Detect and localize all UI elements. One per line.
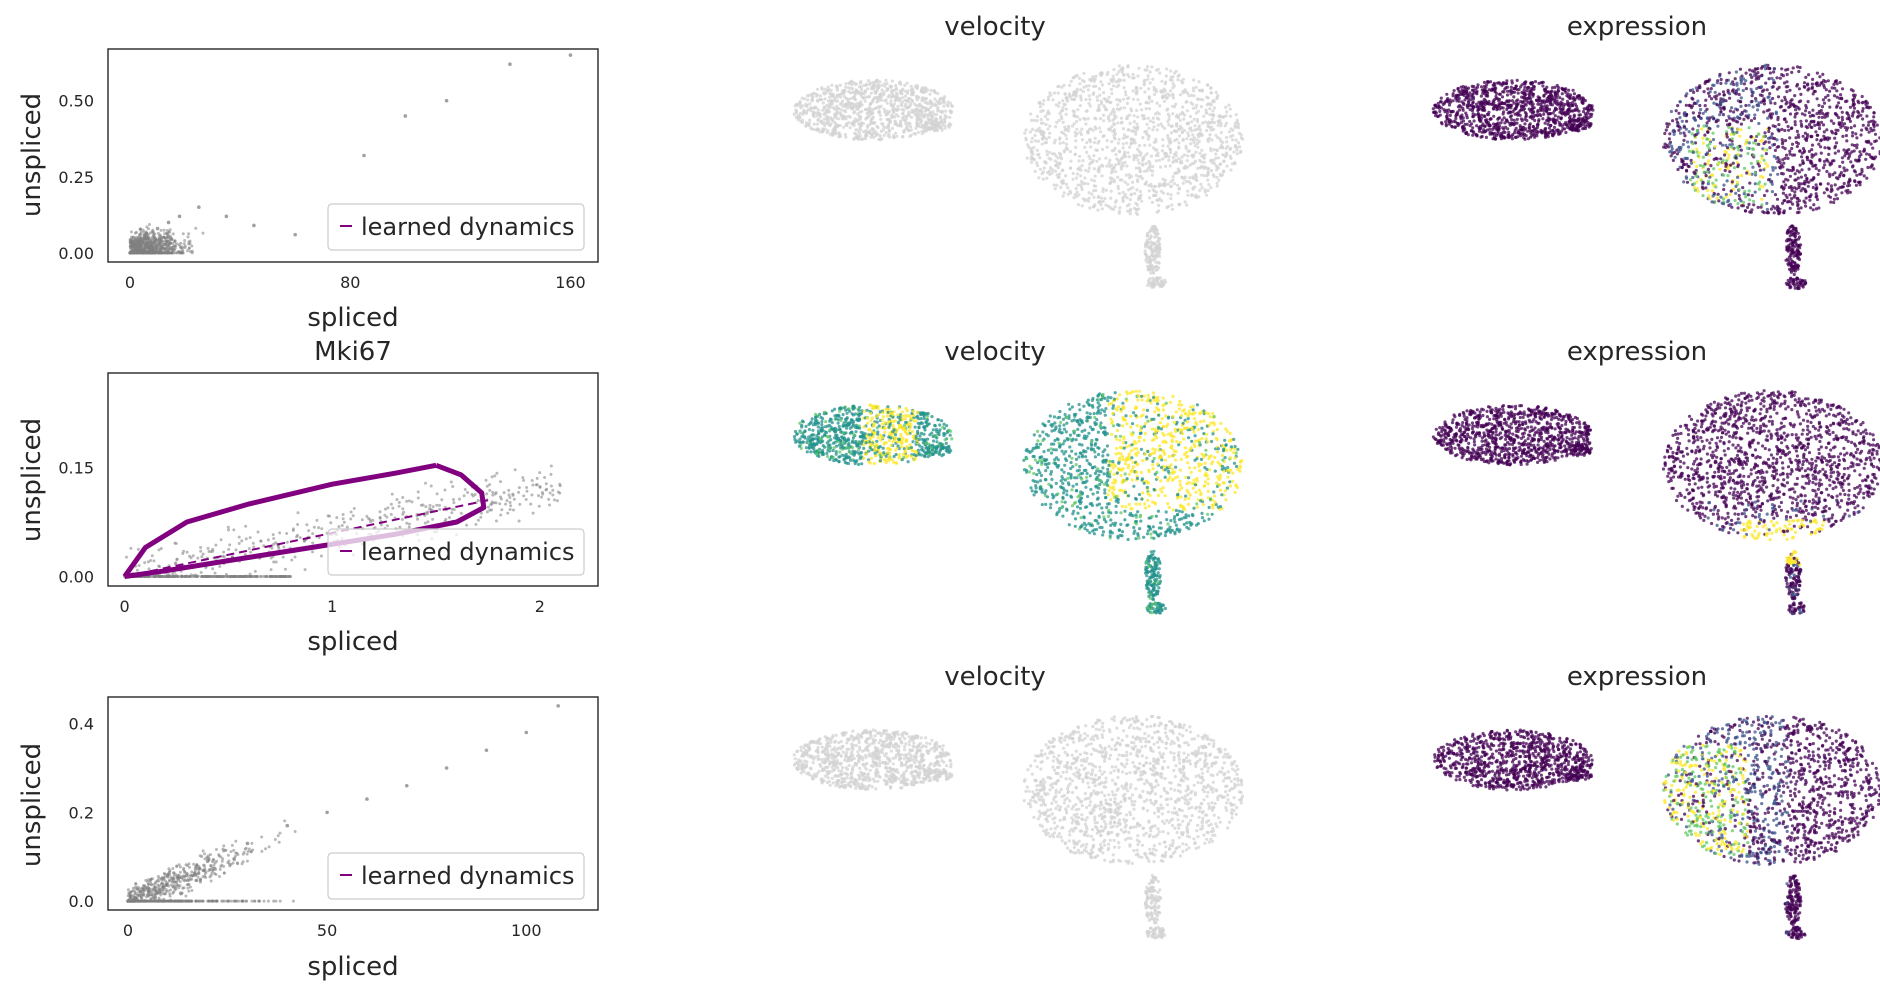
- x-tick-label: 0: [123, 921, 133, 940]
- y-axis-label: unspliced: [17, 743, 47, 867]
- scatter-point: [404, 783, 409, 788]
- scatter-point: [293, 232, 297, 237]
- tick-labels: 0 50 100 0.0 0.2 0.4: [69, 715, 542, 940]
- scatter-point: [205, 859, 210, 863]
- phase-portrait-3: 0 50 100 0.0 0.2 0.4 spliced unspliced learne…: [17, 696, 599, 982]
- scatter-point: [252, 223, 256, 228]
- scatter-points: [126, 819, 297, 903]
- x-axis-label: spliced: [307, 952, 398, 982]
- legend: learned dynamics: [327, 203, 585, 251]
- scatter-point: [362, 153, 366, 158]
- x-tick-label: 50: [317, 921, 337, 940]
- data-marks: [126, 704, 560, 903]
- embedding-title: expression: [1567, 12, 1707, 42]
- y-tick-label: 0.50: [58, 92, 94, 111]
- scatter-point: [166, 220, 171, 225]
- scatter-point: [136, 244, 141, 249]
- y-tick-label: 0.00: [58, 568, 94, 587]
- scatter-point: [444, 98, 449, 103]
- dynamics-curve-upper: [122, 462, 437, 578]
- x-tick-label: 160: [555, 273, 586, 292]
- y-tick-label: 0.25: [58, 168, 94, 187]
- velocity-embedding-row2: velocity: [792, 337, 1244, 615]
- embedding-title: velocity: [944, 12, 1046, 42]
- legend-label: learned dynamics: [361, 538, 575, 566]
- data-marks: [128, 53, 573, 255]
- embedding-title: expression: [1567, 662, 1707, 692]
- x-tick-label: 80: [340, 273, 360, 292]
- scatter-point: [146, 886, 150, 890]
- phase-portrait-2: Mki67 0 1 2 0.00 0.15 spliced unspliced lear…: [17, 337, 599, 657]
- x-axis-label: spliced: [307, 627, 398, 657]
- data-marks: [122, 462, 489, 579]
- legend: learned dynamics: [327, 852, 585, 900]
- embedding-title: expression: [1567, 337, 1707, 367]
- expression-embedding-row3: expression: [1433, 662, 1880, 941]
- scatter-point: [365, 797, 369, 801]
- scatter-point: [444, 766, 449, 770]
- scatter-point: [508, 62, 512, 67]
- scatter-points: [128, 222, 205, 255]
- x-tick-label: 100: [511, 921, 542, 940]
- tick-labels: 0 1 2 0.00 0.15: [58, 459, 545, 616]
- y-axis-label: unspliced: [17, 93, 47, 217]
- tick-labels: 0 80 160 0.00 0.25 0.50: [58, 92, 585, 292]
- scatter-point: [285, 823, 290, 828]
- embedding-title: velocity: [944, 662, 1046, 692]
- y-tick-label: 0.2: [69, 803, 94, 822]
- dynamics-curve-return: [124, 462, 487, 579]
- y-tick-label: 0.4: [69, 715, 94, 734]
- phase-portrait-1: 0 80 160 0.00 0.25 0.50 spliced unspliced lea…: [17, 48, 599, 333]
- velocity-embedding-row1: velocity: [792, 12, 1245, 289]
- scatter-point: [224, 214, 229, 219]
- scatter-point: [128, 251, 132, 255]
- scatter-point: [165, 872, 170, 877]
- steady-state-line: [124, 499, 489, 578]
- chart-title: Mki67: [314, 337, 392, 367]
- velocity-embedding-row3: velocity: [792, 662, 1245, 940]
- expression-embedding-row2: expression: [1431, 337, 1880, 616]
- y-tick-label: 0.00: [58, 244, 94, 263]
- scatter-point: [556, 704, 560, 708]
- y-tick-label: 0.0: [69, 892, 94, 911]
- x-tick-label: 1: [327, 597, 337, 616]
- scatter-point: [325, 810, 329, 815]
- scatter-point: [155, 226, 160, 231]
- x-tick-label: 2: [535, 597, 545, 616]
- y-axis-label: unspliced: [17, 418, 47, 542]
- scatter-point: [524, 730, 529, 735]
- scatter-point: [144, 235, 149, 240]
- scatter-point: [484, 748, 489, 753]
- x-tick-label: 0: [125, 273, 135, 292]
- legend: learned dynamics: [327, 528, 585, 576]
- expression-embedding-row1: expression: [1431, 12, 1880, 291]
- scatter-point: [245, 841, 250, 846]
- scatter-point: [177, 214, 182, 219]
- scatter-point: [403, 114, 408, 118]
- x-tick-label: 0: [120, 597, 130, 616]
- scatter-point: [197, 205, 201, 210]
- x-axis-label: spliced: [307, 303, 398, 333]
- legend-label: learned dynamics: [361, 213, 575, 241]
- scatter-point: [568, 53, 573, 57]
- scatter-point: [126, 899, 130, 903]
- legend-label: learned dynamics: [361, 862, 575, 890]
- y-tick-label: 0.15: [58, 459, 94, 478]
- embedding-title: velocity: [944, 337, 1046, 367]
